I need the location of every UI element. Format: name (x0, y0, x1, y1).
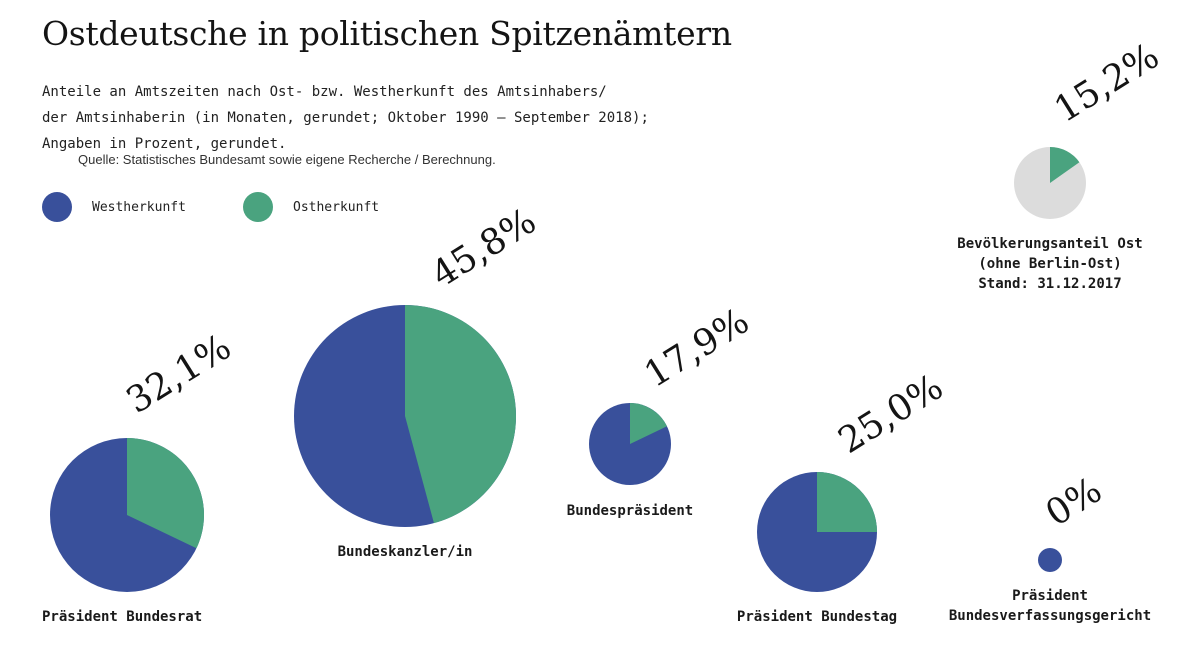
pie-category-label: Bundespräsident (567, 503, 693, 519)
legend-label-west: Westherkunft (92, 199, 186, 215)
pie-percent-label: 0% (1039, 470, 1109, 535)
pie-1 (50, 438, 204, 592)
pie-percent-label: 17,9% (638, 301, 757, 396)
subtitle-line-2: der Amtsinhaberin (in Monaten, gerundet;… (42, 110, 649, 126)
legend-label-ost: Ostherkunft (293, 199, 380, 215)
pie-percent-label: 32,1% (120, 327, 239, 422)
pie-category-label: Präsident Bundestag (737, 609, 897, 625)
pie-3 (589, 403, 671, 485)
pie-5 (1038, 548, 1062, 572)
pie-category-label: Präsident Bundesrat (42, 609, 202, 625)
pie-category-label: Präsident (1012, 588, 1088, 604)
pie-slice-ost (817, 472, 877, 532)
legend-swatch-ost (243, 192, 273, 222)
pie-category-label: (ohne Berlin-Ost) (978, 256, 1121, 272)
pie-slice-ost (405, 305, 516, 524)
pie-category-label: Bundesverfassungsgericht (949, 608, 1151, 624)
legend-item-west: Westherkunft (42, 192, 186, 222)
subtitle-line-3: Angaben in Prozent, gerundet. (42, 136, 287, 152)
pie-slice-ost (1050, 147, 1080, 183)
pie-slice-west (1038, 548, 1062, 572)
pie-percent-label: 15,2% (1048, 36, 1167, 131)
pie-4 (757, 472, 877, 592)
pie-category-label: Bevölkerungsanteil Ost (957, 236, 1142, 252)
legend-swatch-west (42, 192, 72, 222)
pie-6 (1014, 147, 1086, 219)
pie-2 (294, 305, 516, 527)
pie-percent-label: 45,8% (425, 201, 544, 296)
pie-slice-ost (127, 438, 204, 549)
pie-category-label: Bundeskanzler/in (338, 544, 473, 560)
page-title: Ostdeutsche in politischen Spitzenämtern (42, 14, 732, 53)
source-note: Quelle: Statistisches Bundesamt sowie ei… (78, 152, 496, 167)
legend-item-ost: Ostherkunft (243, 192, 379, 222)
subtitle: Anteile an Amtszeiten nach Ost- bzw. Wes… (42, 79, 649, 157)
pie-percent-label: 25,0% (832, 367, 951, 462)
pie-category-label: Stand: 31.12.2017 (978, 276, 1121, 292)
pie-slice-ost (630, 403, 667, 444)
subtitle-line-1: Anteile an Amtszeiten nach Ost- bzw. Wes… (42, 84, 607, 100)
